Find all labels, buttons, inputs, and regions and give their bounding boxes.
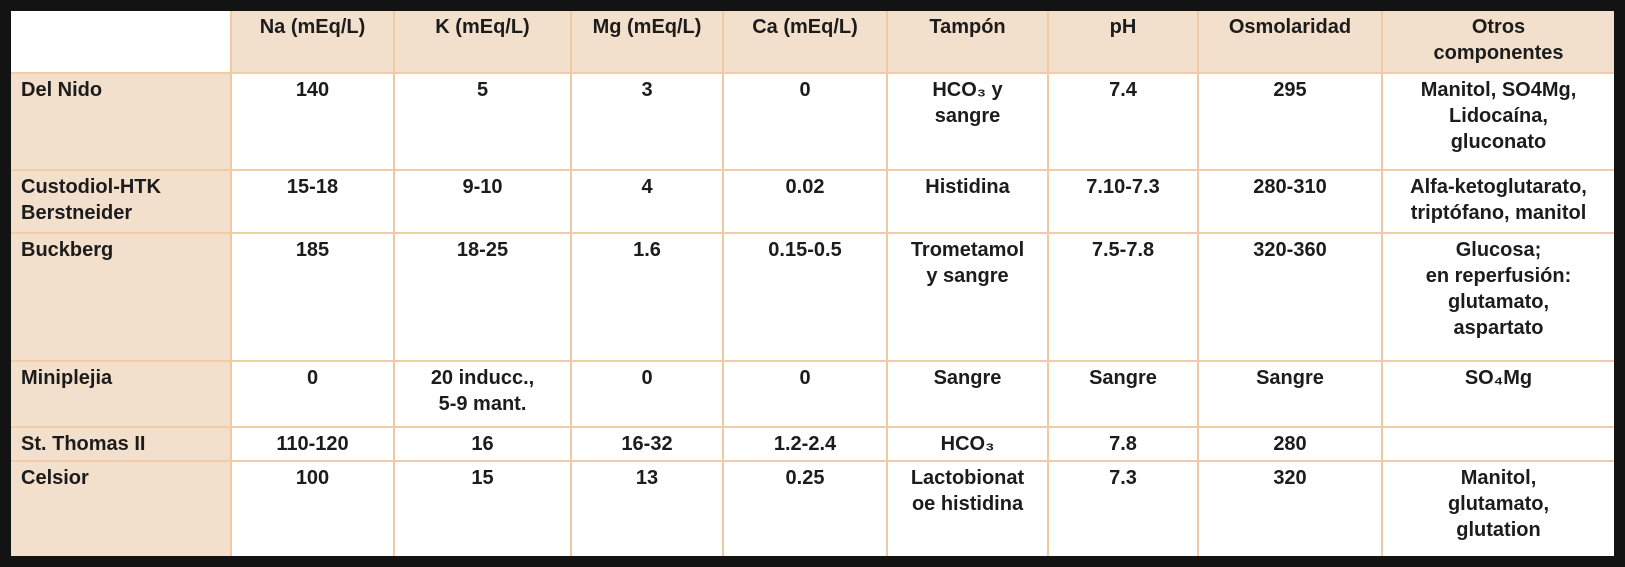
row-header-celsior: Celsior	[11, 461, 232, 556]
cell: 0	[231, 361, 395, 428]
cell: Lactobionat oe histidina	[887, 461, 1049, 556]
cell: Trometamol y sangre	[887, 233, 1049, 362]
cell: HCO₃	[887, 427, 1049, 462]
col-header-osmolaridad: Osmolaridad	[1198, 11, 1383, 74]
table-row-buckberg: Buckberg 185 18-25 1.6 0.15-0.5 Trometam…	[11, 233, 1614, 362]
table-row-custodiol-htk: Custodiol-HTK Berstneider 15-18 9-10 4 0…	[11, 170, 1614, 234]
cell: Sangre	[1048, 361, 1199, 428]
table-row-del-nido: Del Nido 140 5 3 0 HCO₃ y sangre 7.4 295…	[11, 73, 1614, 171]
col-header-otros-componentes: Otros componentes	[1382, 11, 1614, 74]
cell: 280	[1198, 427, 1383, 462]
cell: 7.10-7.3	[1048, 170, 1199, 234]
cell: 20 inducc., 5-9 mant.	[394, 361, 572, 428]
cell: 280-310	[1198, 170, 1383, 234]
table-row-miniplejia: Miniplejia 0 20 inducc., 5-9 mant. 0 0 S…	[11, 361, 1614, 428]
cell: 15-18	[231, 170, 395, 234]
row-header-buckberg: Buckberg	[11, 233, 232, 362]
cell: 0.15-0.5	[723, 233, 888, 362]
cell: Glucosa; en reperfusión: glutamato, aspa…	[1382, 233, 1614, 362]
row-header-custodiol-htk: Custodiol-HTK Berstneider	[11, 170, 232, 234]
cell: Manitol, glutamato, glutation	[1447, 467, 1550, 541]
col-header-ph: pH	[1048, 11, 1199, 74]
cell: Sangre	[1198, 361, 1383, 428]
cell: 16-32	[571, 427, 724, 462]
cell: 185	[231, 233, 395, 362]
col-header-ca: Ca (mEq/L)	[723, 11, 888, 74]
cell: Alfa-ketoglutarato, triptófano, manitol	[1382, 170, 1614, 234]
col-header-na: Na (mEq/L)	[231, 11, 395, 74]
cell: HCO₃ y sangre	[887, 73, 1049, 171]
cell: 15	[394, 461, 572, 556]
col-header-tampon: Tampón	[887, 11, 1049, 74]
cell: 110-120	[231, 427, 395, 462]
cell: 5	[394, 73, 572, 171]
cell: 7.4	[1048, 73, 1199, 171]
cell: 0.02	[723, 170, 888, 234]
row-header-del-nido: Del Nido	[11, 73, 232, 171]
cell: 1.6	[571, 233, 724, 362]
cell: Manitol, SO4Mg, Lidocaína, gluconato	[1382, 73, 1614, 171]
cell: 0.25	[723, 461, 888, 556]
table-row-celsior: Celsior 100 15 13 0.25 Lactobionat oe hi…	[11, 461, 1614, 556]
col-header-k: K (mEq/L)	[394, 11, 572, 74]
col-header-mg: Mg (mEq/L)	[571, 11, 724, 74]
col-header-blank	[11, 11, 232, 74]
cell: 7.3	[1048, 461, 1199, 556]
cell: 295	[1198, 73, 1383, 171]
cell: 100	[231, 461, 395, 556]
cell: 13	[571, 461, 724, 556]
cell: 1.2-2.4	[723, 427, 888, 462]
row-header-miniplejia: Miniplejia	[11, 361, 232, 428]
cell: 320	[1198, 461, 1383, 556]
cardioplegia-table: Na (mEq/L) K (mEq/L) Mg (mEq/L) Ca (mEq/…	[11, 11, 1614, 556]
cell: 4	[571, 170, 724, 234]
cell: 0	[723, 361, 888, 428]
cell: 18-25	[394, 233, 572, 362]
cell: 140	[231, 73, 395, 171]
cell: 320-360	[1198, 233, 1383, 362]
cell: 0	[723, 73, 888, 171]
cell	[1382, 427, 1614, 462]
cell: 7.5-7.8	[1048, 233, 1199, 362]
cell: 9-10	[394, 170, 572, 234]
cell: SO₄Mg	[1382, 361, 1614, 428]
cell: 7.8	[1048, 427, 1199, 462]
cell: 16	[394, 427, 572, 462]
cell: Histidina	[887, 170, 1049, 234]
cell: 3	[571, 73, 724, 171]
cell: 0	[571, 361, 724, 428]
row-header-st-thomas-ii: St. Thomas II	[11, 427, 232, 462]
cell: Sangre	[887, 361, 1049, 428]
table-row-st-thomas-ii: St. Thomas II 110-120 16 16-32 1.2-2.4 H…	[11, 427, 1614, 462]
header-row: Na (mEq/L) K (mEq/L) Mg (mEq/L) Ca (mEq/…	[11, 11, 1614, 74]
